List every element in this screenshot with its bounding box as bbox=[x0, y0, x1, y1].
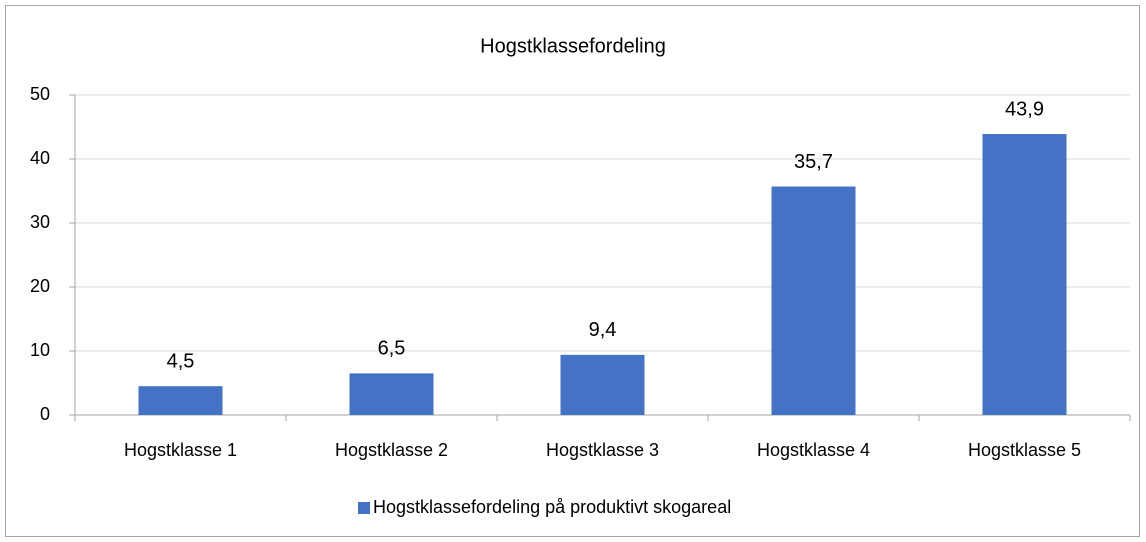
bar bbox=[771, 186, 856, 415]
bar bbox=[560, 354, 645, 415]
chart-border bbox=[5, 5, 1140, 537]
x-tick-label: Hogstklasse 4 bbox=[757, 440, 870, 460]
bar bbox=[138, 386, 223, 415]
y-tick-label: 20 bbox=[30, 276, 50, 296]
data-label: 43,9 bbox=[1005, 98, 1044, 120]
data-label: 4,5 bbox=[167, 350, 195, 372]
bar bbox=[982, 134, 1067, 416]
y-tick-label: 30 bbox=[30, 212, 50, 232]
x-tick-label: Hogstklasse 3 bbox=[546, 440, 659, 460]
y-tick-label: 40 bbox=[30, 148, 50, 168]
chart-title: Hogstklassefordeling bbox=[480, 35, 666, 57]
data-label: 35,7 bbox=[794, 151, 833, 173]
legend-label: Hogstklassefordeling på produktivt skoga… bbox=[373, 497, 731, 517]
x-tick-label: Hogstklasse 5 bbox=[968, 440, 1081, 460]
y-tick-label: 50 bbox=[30, 84, 50, 104]
y-tick-label: 10 bbox=[30, 340, 50, 360]
data-label: 9,4 bbox=[589, 319, 617, 341]
y-tick-label: 0 bbox=[40, 404, 50, 424]
bar bbox=[349, 373, 434, 415]
x-tick-label: Hogstklasse 2 bbox=[335, 440, 448, 460]
data-label: 6,5 bbox=[378, 338, 406, 360]
x-tick-label: Hogstklasse 1 bbox=[124, 440, 237, 460]
legend-swatch bbox=[358, 502, 370, 514]
